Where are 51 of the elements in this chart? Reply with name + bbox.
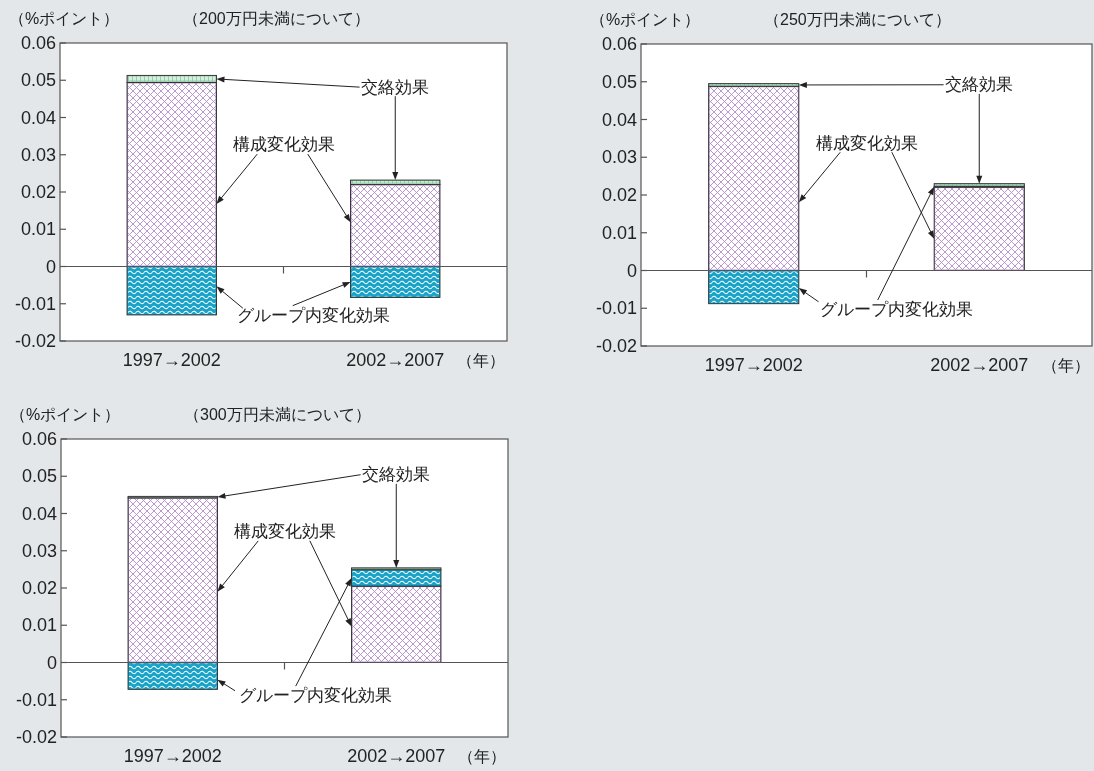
xlabel: （年）	[458, 747, 506, 765]
x-tick-label: 1997→2002	[123, 746, 222, 766]
series-label: 交絡効果	[361, 77, 430, 97]
y-tick-label: 0	[627, 260, 637, 281]
y-tick-label: 0.02	[601, 185, 637, 205]
y-tick-label: 0.01	[20, 219, 56, 240]
x-tick-label: 2002→2007	[346, 350, 445, 370]
y-tick-label: 0.04	[601, 109, 637, 130]
ylabel: （%ポイント）	[10, 405, 121, 423]
series-label: 構成変化効果	[815, 133, 918, 153]
y-tick-label: 0.04	[21, 503, 57, 524]
series-label: 交絡効果	[945, 75, 1014, 95]
series-label: グループ内変化効果	[239, 685, 393, 705]
y-tick-label: 0.03	[20, 144, 56, 165]
y-tick-label: 0	[46, 256, 56, 277]
y-tick-label: 0.06	[21, 429, 57, 449]
y-tick-label: 0.05	[20, 70, 56, 91]
y-tick-label: 0.03	[21, 540, 57, 561]
x-tick-label: 1997→2002	[122, 350, 221, 370]
y-tick-label: 0.05	[601, 71, 637, 92]
y-tick-label: 0.02	[21, 578, 57, 598]
xlabel: （年）	[1042, 356, 1090, 374]
y-tick-label: 0.06	[601, 34, 637, 54]
ylabel: （%ポイント）	[590, 10, 701, 28]
x-tick-label: 2002→2007	[347, 746, 446, 766]
series-label: グループ内変化効果	[819, 299, 973, 319]
y-tick-label: -0.02	[595, 336, 637, 356]
ylabel: （%ポイント）	[9, 9, 120, 27]
series-label: グループ内変化効果	[236, 306, 390, 326]
y-tick-label: 0.02	[20, 182, 56, 202]
y-tick-label: 0.01	[21, 615, 57, 636]
title: （200万円未満について）	[183, 9, 370, 27]
series-label: 構成変化効果	[233, 522, 336, 542]
xlabel: （年）	[457, 351, 505, 369]
y-tick-label: -0.02	[15, 727, 57, 747]
y-tick-label: -0.01	[14, 293, 56, 314]
series-label: 交絡効果	[362, 465, 431, 485]
y-tick-label: 0.04	[20, 107, 56, 128]
y-tick-label: -0.02	[14, 331, 56, 351]
y-tick-label: -0.01	[595, 298, 637, 319]
title: （250万円未満について）	[764, 10, 951, 28]
y-tick-label: 0.06	[20, 33, 56, 53]
series-label: 構成変化効果	[232, 135, 335, 155]
x-tick-label: 1997→2002	[704, 355, 803, 375]
title: （300万円未満について）	[184, 405, 371, 423]
y-tick-label: 0.05	[21, 466, 57, 487]
y-tick-label: -0.01	[15, 689, 57, 710]
y-tick-label: 0	[47, 652, 57, 673]
x-tick-label: 2002→2007	[930, 355, 1029, 375]
y-tick-label: 0.01	[601, 222, 637, 243]
y-tick-label: 0.03	[601, 147, 637, 168]
